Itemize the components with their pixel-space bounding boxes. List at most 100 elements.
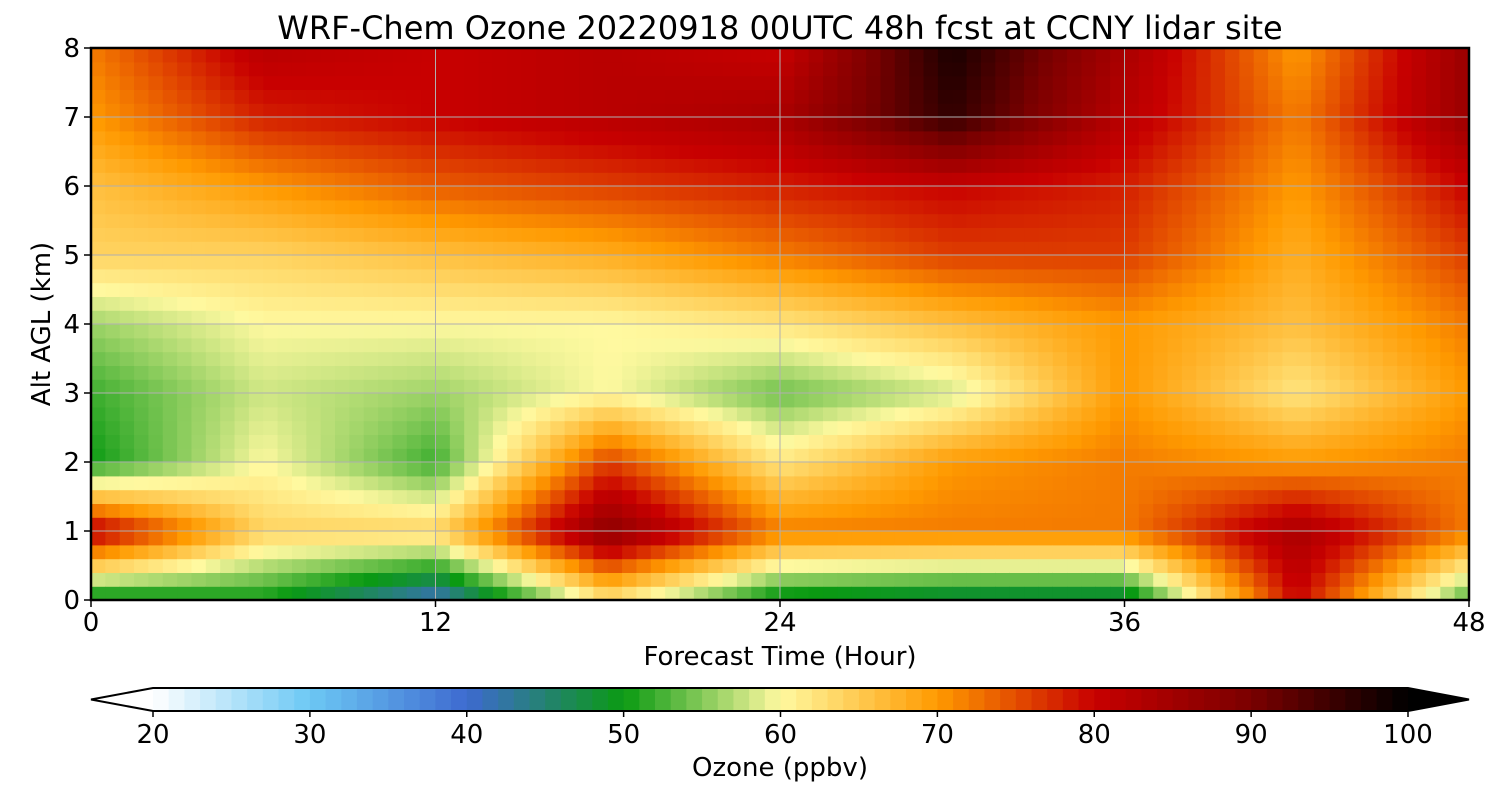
heat-cell: [1411, 434, 1427, 449]
heat-cell: [765, 475, 781, 491]
heat-cell: [1052, 61, 1068, 77]
heat-cell: [1296, 324, 1312, 339]
heat-cell: [263, 475, 279, 491]
heat-cell: [1397, 351, 1413, 366]
heat-cell: [966, 337, 982, 353]
heat-cell: [923, 586, 939, 600]
heat-cell: [751, 172, 767, 187]
heat-cell: [1095, 213, 1111, 228]
heat-cell: [1296, 103, 1312, 118]
heat-cell: [1095, 130, 1111, 146]
heat-cell: [980, 158, 996, 173]
heat-cell: [1339, 144, 1355, 159]
heat-cell: [291, 448, 307, 463]
heat-cell: [1181, 186, 1197, 201]
heat-cell: [1311, 241, 1327, 256]
heat-cell: [478, 531, 494, 546]
heat-cell: [1181, 89, 1197, 104]
heat-cell: [780, 282, 795, 297]
heat-cell: [1354, 48, 1370, 63]
heat-cell: [794, 406, 810, 422]
heat-cell: [1052, 48, 1068, 63]
heat-cell: [349, 462, 365, 477]
heat-cell: [205, 434, 221, 449]
heat-cell: [378, 103, 394, 118]
heat-cell: [1354, 172, 1370, 187]
heat-cell: [1181, 351, 1197, 366]
heat-cell: [1239, 172, 1255, 187]
heat-cell: [1095, 48, 1111, 63]
heat-cell: [1153, 310, 1169, 325]
heat-cell: [1325, 393, 1341, 408]
heat-cell: [823, 420, 839, 435]
heat-cell: [579, 268, 594, 284]
heat-cell: [1268, 48, 1283, 63]
heat-cell: [1440, 89, 1456, 104]
heat-cell: [1009, 462, 1025, 477]
heat-cell: [1268, 351, 1283, 366]
heat-cell: [1368, 517, 1384, 532]
heat-cell: [406, 241, 422, 256]
heat-cell: [320, 531, 336, 546]
heat-cell: [823, 227, 839, 242]
heat-cell: [937, 406, 953, 422]
heat-cell: [119, 282, 135, 297]
heat-cell: [980, 48, 996, 63]
heat-cell: [1224, 213, 1240, 228]
heat-cell: [148, 241, 164, 256]
heat-cell: [923, 448, 939, 463]
heat-cell: [923, 130, 939, 146]
heat-cell: [134, 337, 150, 353]
heat-cell: [607, 462, 623, 477]
heat-cell: [205, 517, 221, 532]
heat-cell: [1440, 351, 1456, 366]
heat-cell: [1067, 337, 1083, 353]
heat-cell: [378, 351, 394, 366]
heat-cell: [808, 227, 824, 242]
heat-cell: [593, 199, 609, 215]
colorbar-swatch: [733, 688, 750, 711]
heat-cell: [335, 158, 350, 173]
heat-cell: [263, 282, 279, 297]
heat-cell: [1081, 186, 1097, 201]
heat-cell: [406, 310, 422, 325]
heat-cell: [1397, 531, 1413, 546]
heat-cell: [1339, 475, 1355, 491]
heat-cell: [320, 255, 336, 270]
heat-cell: [923, 144, 939, 159]
heat-cell: [1339, 117, 1355, 132]
heat-cell: [880, 144, 896, 159]
heat-cell: [105, 75, 121, 90]
heat-cell: [119, 268, 135, 284]
heat-cell: [1382, 213, 1398, 228]
heat-cell: [909, 296, 925, 311]
heat-cell: [320, 75, 336, 90]
heat-cell: [421, 48, 437, 63]
heat-cell: [564, 61, 580, 77]
heat-cell: [1024, 586, 1039, 600]
heat-cell: [91, 558, 106, 573]
heat-cell: [679, 462, 695, 477]
heat-cell: [191, 420, 207, 435]
heat-cell: [1239, 227, 1255, 242]
heat-cell: [177, 572, 193, 587]
heat-cell: [1210, 462, 1226, 477]
colorbar-swatch: [717, 688, 735, 711]
heat-cell: [1440, 448, 1456, 463]
heat-cell: [1454, 296, 1469, 311]
heat-cell: [191, 448, 207, 463]
heat-cell: [1167, 324, 1183, 339]
heat-cell: [837, 475, 853, 491]
heat-cell: [1325, 117, 1341, 132]
heat-cell: [134, 48, 150, 63]
heat-cell: [708, 296, 724, 311]
heat-cell: [363, 489, 379, 504]
heat-cell: [205, 462, 221, 477]
heat-cell: [952, 544, 968, 560]
heat-cell: [1425, 282, 1441, 297]
heat-cell: [980, 448, 996, 463]
heat-cell: [679, 586, 695, 600]
heat-cell: [492, 117, 508, 132]
heat-cell: [966, 379, 982, 394]
heat-cell: [291, 227, 307, 242]
